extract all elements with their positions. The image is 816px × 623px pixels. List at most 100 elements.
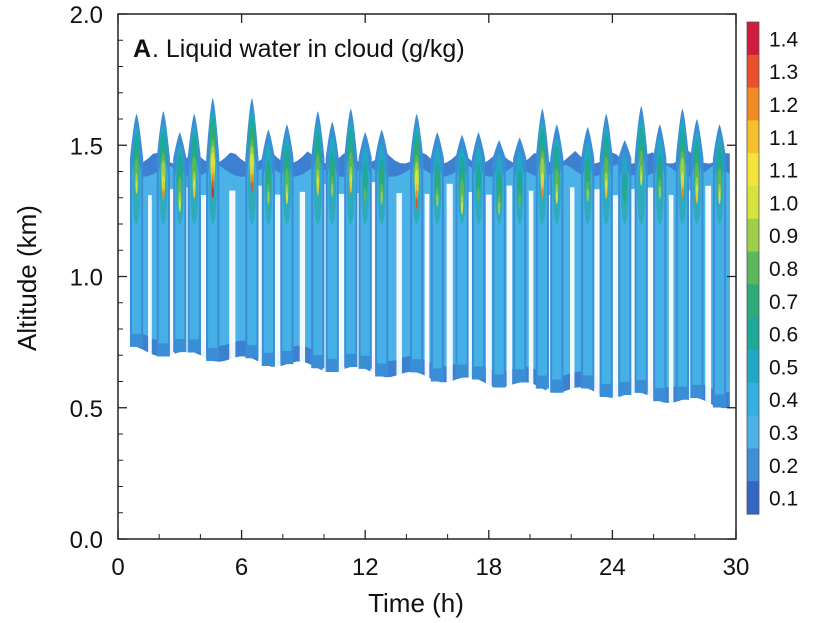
lwc-peak	[436, 193, 439, 207]
colorbar-swatch	[747, 54, 759, 89]
axis-ticks: 0 6 12 18 24 30 0.0 0.5 1.0 1.5 2.0	[70, 2, 750, 581]
dry-gap	[148, 195, 152, 367]
lwc-peak	[695, 191, 698, 204]
colorbar-swatch	[747, 448, 759, 482]
lwc-peak	[316, 183, 319, 196]
dry-gap	[686, 190, 693, 411]
dry-gap	[322, 183, 328, 385]
lwc-peak	[477, 188, 480, 203]
dry-gap	[446, 183, 453, 395]
lwc-peak	[518, 193, 521, 208]
colorbar-label: 0.6	[769, 324, 798, 347]
dry-gap	[355, 193, 361, 380]
colorbar-swatch	[747, 22, 759, 56]
lwc-peak	[162, 189, 165, 202]
colorbar-label: 0.8	[769, 258, 798, 281]
colorbar-swatch	[747, 317, 759, 351]
y-tick-label: 0.5	[70, 396, 103, 423]
dry-gap	[168, 189, 175, 368]
dry-gap	[424, 193, 430, 390]
dry-gap	[594, 189, 600, 407]
y-tick-label: 0.0	[70, 527, 103, 554]
y-tick-label: 2.0	[70, 2, 103, 29]
dry-gap	[546, 194, 553, 405]
x-tick-label: 30	[723, 554, 750, 581]
colorbar-label: 0.1	[769, 488, 798, 511]
lwc-peak	[193, 186, 196, 199]
dry-gap	[299, 191, 306, 375]
colorbar-frame	[746, 21, 760, 515]
colorbar-label: 0.3	[769, 422, 798, 445]
dry-gap	[570, 187, 575, 402]
lwc-peak	[623, 190, 626, 206]
lwc-peak	[555, 191, 558, 205]
colorbar: 1.4 1.3 1.2 1.1 1.1 1.0 0.9 0.8 0.7 0.6 0.5 0.4 0.3 0…	[746, 21, 799, 515]
x-tick-label: 24	[599, 554, 626, 581]
dry-gap	[705, 185, 712, 416]
lwc-peak	[461, 201, 464, 215]
colorbar-swatch	[747, 415, 759, 449]
colorbar-label: 0.7	[769, 291, 798, 314]
lwc-peak	[331, 183, 334, 197]
dry-gap	[200, 194, 207, 371]
panel-letter: A	[133, 35, 151, 63]
lwc-peak	[349, 181, 352, 194]
colorbar-swatch	[747, 350, 759, 384]
lwc-peak	[605, 186, 608, 199]
updraft-core	[494, 166, 504, 375]
chart-title: . Liquid water in cloud (g/kg)	[152, 35, 465, 63]
lwc-peak	[718, 191, 721, 205]
x-tick-label: 12	[352, 554, 379, 581]
lwc-peak	[586, 188, 589, 202]
lwc-peak	[541, 186, 544, 199]
colorbar-label: 0.4	[769, 389, 799, 412]
x-tick-label: 18	[475, 554, 502, 581]
lwc-peak	[380, 191, 383, 205]
colorbar-label: 1.1	[769, 160, 798, 183]
cloud-field	[129, 98, 730, 417]
dry-gap	[274, 194, 281, 380]
lwc-peak	[640, 173, 643, 186]
dry-gap	[468, 191, 473, 391]
colorbar-swatch	[747, 382, 759, 417]
colorbar-label: 1.3	[769, 61, 798, 84]
colorbar-swatch	[747, 186, 759, 220]
dry-gap	[485, 194, 492, 398]
x-tick-label: 6	[235, 554, 248, 581]
x-axis-title: Time (h)	[368, 588, 464, 618]
dry-gap	[612, 195, 619, 411]
colorbar-label: 0.5	[769, 356, 798, 379]
dry-gap	[229, 190, 236, 372]
lwc-peak	[415, 197, 418, 209]
dry-gap	[338, 193, 345, 384]
dry-gap	[506, 185, 513, 399]
colorbar-swatch	[747, 251, 759, 285]
colorbar-swatch	[747, 218, 759, 253]
dry-gap	[528, 190, 534, 397]
colorbar-swatch	[747, 153, 759, 187]
colorbar-swatch	[747, 481, 759, 515]
dry-gap	[258, 185, 263, 376]
dry-gap	[647, 187, 654, 410]
y-tick-label: 1.0	[70, 265, 103, 292]
dry-gap	[668, 195, 674, 417]
lwc-peak	[251, 181, 253, 194]
colorbar-label: 0.9	[769, 225, 798, 248]
dry-gap	[630, 188, 636, 406]
dry-gap	[184, 187, 190, 365]
dry-gap	[370, 182, 377, 387]
colorbar-label: 1.4	[769, 28, 799, 51]
lwc-peak	[364, 188, 367, 203]
lwc-peak	[211, 186, 214, 199]
y-axis-title: Altitude (km)	[12, 205, 42, 351]
colorbar-label: 1.0	[769, 192, 798, 215]
lwc-peak	[681, 186, 684, 199]
lwc-peak	[267, 191, 270, 205]
updraft-mid	[637, 155, 646, 224]
colorbar-swatch	[747, 120, 759, 154]
lwc-peak	[285, 191, 288, 205]
updraft-core	[620, 166, 630, 382]
colorbar-label: 1.1	[769, 127, 798, 150]
colorbar-label: 1.2	[769, 94, 798, 117]
